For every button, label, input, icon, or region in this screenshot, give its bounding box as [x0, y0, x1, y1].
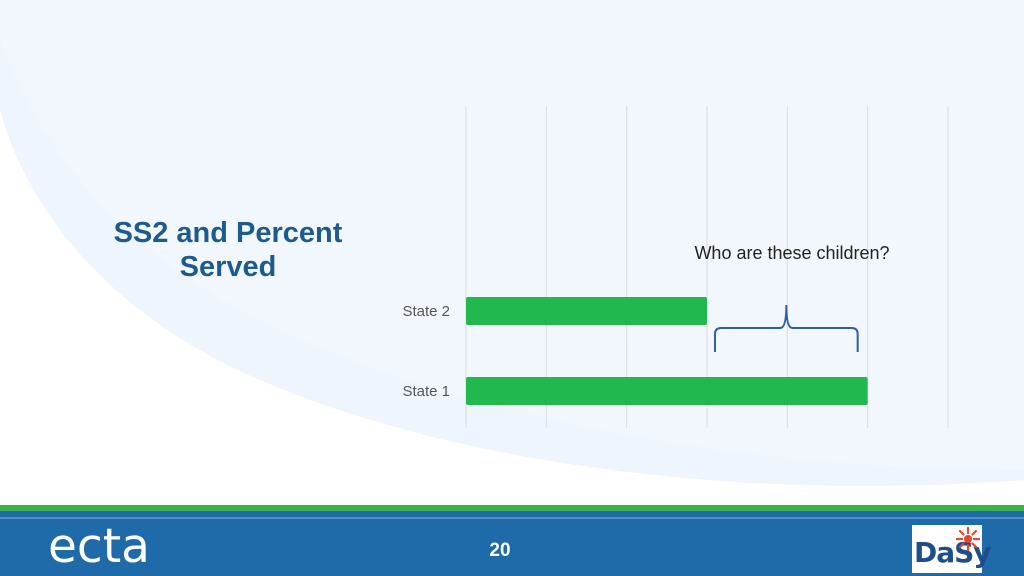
- footer-divider: [0, 517, 1024, 519]
- category-label: State 2: [402, 303, 450, 320]
- ecta-logo: ecta: [48, 519, 150, 574]
- page-number: 20: [489, 540, 511, 561]
- sun-icon: [956, 527, 980, 551]
- dasy-logo: DaSy: [912, 525, 992, 573]
- footer-green-stripe: [0, 505, 1024, 511]
- footer-bar: [0, 511, 1024, 576]
- category-label: State 1: [402, 383, 450, 400]
- dasy-logo-text: DaSy: [914, 536, 992, 569]
- slide-title: SS2 and Percent Served: [113, 217, 343, 283]
- annotation-text: Who are these children?: [694, 243, 889, 263]
- bar-state-1: [466, 377, 868, 405]
- curly-brace: [714, 304, 859, 352]
- bar-state-2: [466, 297, 707, 325]
